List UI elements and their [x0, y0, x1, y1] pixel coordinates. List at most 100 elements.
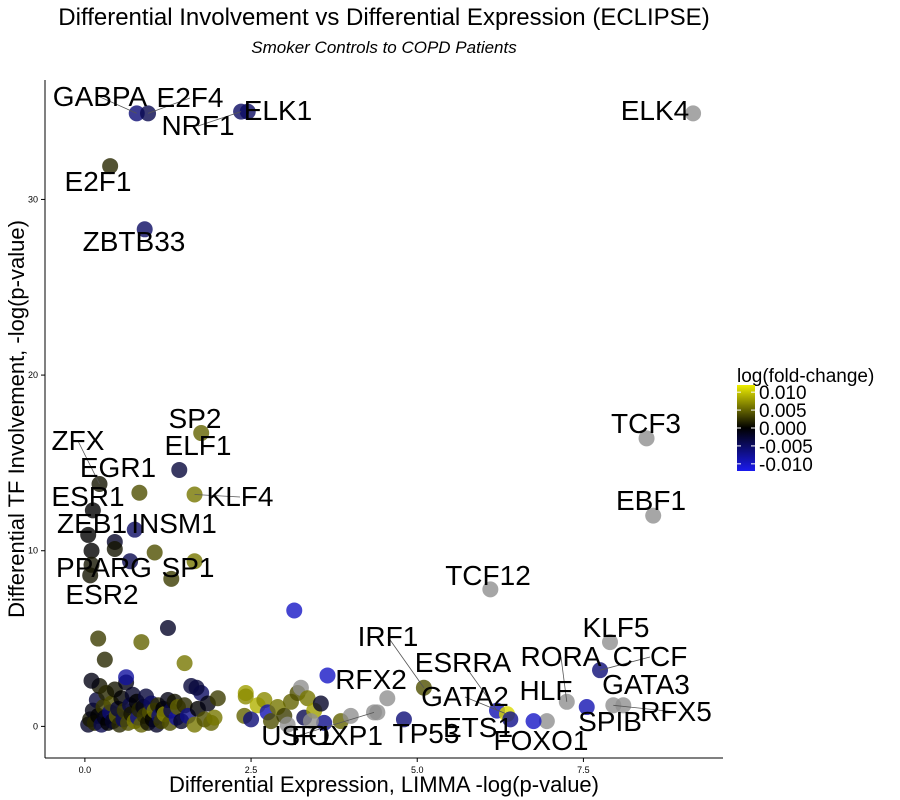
leader-line [99, 96, 137, 114]
labeled-data-point [538, 713, 555, 730]
point-label: SP1 [162, 552, 215, 583]
leader-line [194, 494, 241, 498]
point-label: ZFX [52, 425, 105, 456]
point-label: GATA2 [421, 681, 509, 712]
point-label: ELK1 [244, 95, 313, 126]
point-label: IRF1 [358, 621, 419, 652]
labeled-data-point [525, 713, 542, 730]
point-label: HLF [520, 675, 573, 706]
leader-line [387, 636, 425, 688]
data-point [342, 707, 359, 724]
point-label: TP53 [393, 718, 460, 749]
labeled-data-point [126, 521, 143, 538]
leader-line [462, 662, 498, 711]
point-label: ESR1 [51, 481, 124, 512]
chart-subtitle: Smoker Controls to COPD Patients [251, 38, 517, 57]
label-leader-lines [77, 96, 677, 737]
point-label: NRF1 [161, 110, 234, 141]
labeled-data-point [645, 507, 662, 524]
point-label: ZBTB33 [83, 226, 186, 257]
point-label: USF1 [261, 720, 333, 751]
y-axis-title: Differential TF Involvement, -log(p-valu… [4, 220, 29, 618]
point-label: ELK4 [621, 95, 690, 126]
point-label: E2F1 [65, 166, 132, 197]
data-point [83, 542, 100, 559]
labeled-data-point [602, 634, 618, 651]
leader-line [599, 656, 651, 671]
x-tick-label: 2.5 [245, 765, 258, 775]
point-label: TCF12 [445, 560, 531, 591]
x-tick-label: 0.0 [79, 765, 92, 775]
point-label: EBF1 [616, 485, 686, 516]
y-tick-label: 0 [33, 721, 38, 731]
point-label: TCF3 [611, 408, 681, 439]
data-point [237, 688, 254, 705]
labeled-data-point [239, 103, 256, 120]
data-point [256, 692, 273, 709]
point-label: GABPA [53, 81, 148, 112]
y-tick-label: 20 [28, 370, 38, 380]
labeled-data-point [186, 553, 203, 570]
y-tick-label: 10 [28, 546, 38, 556]
point-label: SPIB [578, 706, 642, 737]
data-point [96, 651, 113, 668]
x-axis-ticks: 0.0 2.5 5.0 7.5 [79, 758, 590, 775]
data-point [146, 544, 163, 561]
data-point [188, 679, 205, 696]
data-point [90, 630, 107, 647]
leader-line [197, 111, 242, 127]
leader-line [296, 711, 375, 737]
point-label: EGR1 [80, 452, 156, 483]
legend-tick-label: -0.005 [759, 437, 813, 458]
labeled-data-point [131, 484, 148, 501]
legend-title: log(fold-change) [737, 366, 874, 387]
legend-colorbar [737, 385, 755, 471]
leader-line [560, 656, 568, 702]
labeled-data-point [638, 430, 655, 447]
data-points [80, 103, 702, 733]
labeled-data-point [122, 553, 139, 570]
color-legend: log(fold-change) 0.0100.0050.000-0.005-0… [737, 366, 874, 476]
data-point [286, 602, 303, 619]
data-point [106, 540, 123, 557]
data-point [312, 695, 329, 712]
labeled-data-point [395, 711, 412, 728]
labeled-data-point [80, 526, 97, 543]
point-label: ESRRA [415, 647, 512, 678]
x-tick-label: 5.0 [411, 765, 424, 775]
point-label: E2F4 [157, 82, 224, 113]
point-label: PPARG [56, 552, 152, 583]
data-point [206, 709, 223, 726]
point-label: CTCF [613, 641, 688, 672]
labeled-data-point [193, 425, 210, 442]
point-label: FOXP1 [291, 720, 383, 751]
labeled-data-point [578, 699, 595, 716]
labeled-data-point [84, 502, 101, 519]
y-axis-ticks: 0 10 20 30 [28, 194, 45, 731]
point-label: FOXO1 [494, 725, 589, 756]
point-label: INSM1 [131, 508, 217, 539]
labeled-data-point [482, 581, 499, 598]
point-label: RFX5 [640, 696, 712, 727]
labeled-data-point [685, 105, 702, 122]
x-axis-title: Differential Expression, LIMMA -log(p-va… [169, 772, 599, 797]
point-label: ZEB1 [57, 508, 127, 539]
point-label: KLF5 [583, 612, 650, 643]
data-point [176, 655, 193, 672]
y-tick-label: 30 [28, 194, 38, 204]
data-point [319, 667, 336, 684]
data-point [263, 713, 279, 730]
point-label: RORA [521, 641, 602, 672]
point-label: ETS1 [443, 712, 513, 743]
legend-tick-label: 0.010 [759, 383, 807, 404]
data-point [159, 620, 176, 637]
labeled-data-point [136, 221, 153, 238]
labeled-data-point [502, 711, 519, 728]
data-point [118, 669, 135, 686]
point-label: SP2 [169, 403, 222, 434]
data-point [209, 690, 226, 707]
leader-line [464, 696, 508, 715]
x-tick-label: 7.5 [577, 765, 590, 775]
